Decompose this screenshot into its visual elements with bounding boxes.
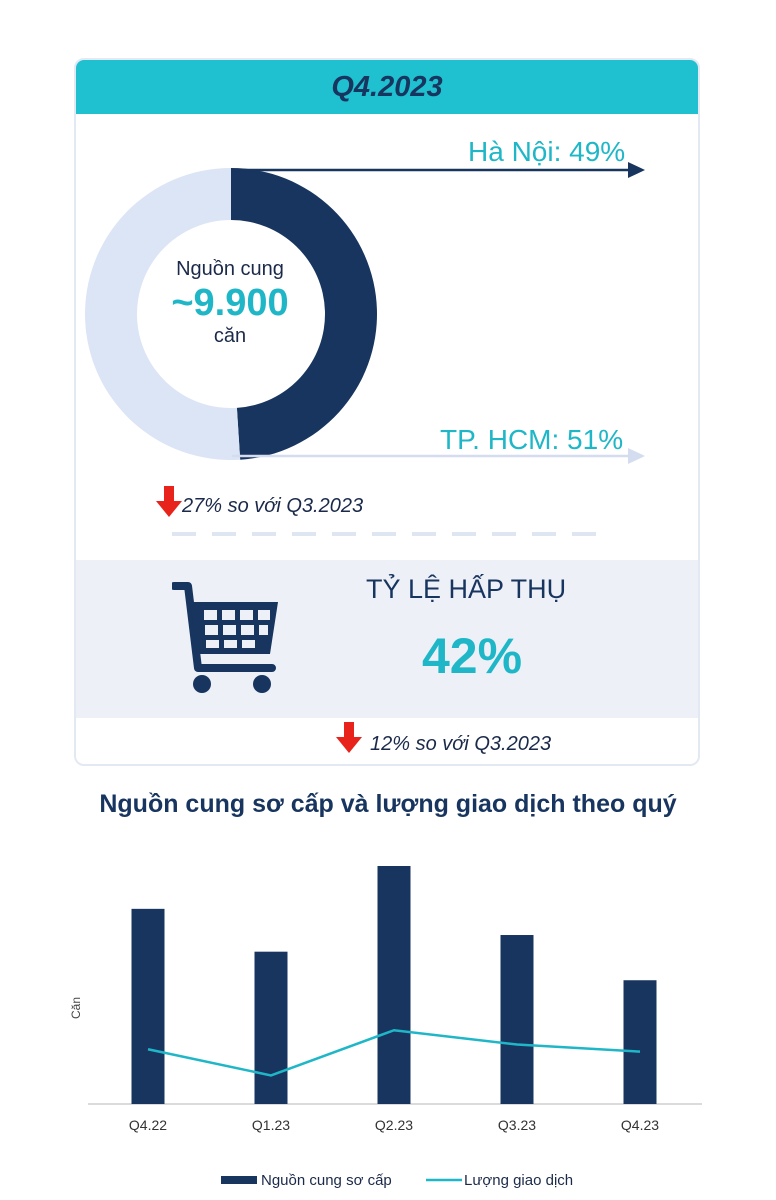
donut-slices [85,168,378,460]
supply-unit: căn [213,325,247,347]
hanoi-arrow [232,162,645,178]
x-tick-labels: Q4.22 Q1.23 Q2.23 Q3.23 Q4.23 [129,1117,659,1133]
chart-legend: Nguồn cung sơ cấp Lượng giao dịch [221,1172,573,1189]
absorption-change-text: 12% so với Q3.2023 [370,733,552,755]
bars [131,866,657,1104]
arrow-down-icon [336,722,362,753]
card-header: Q4.2023 [76,60,698,114]
summary-card: Q4.2023 Nguồn cung ~9.900 căn Hà Nội: 49… [74,58,700,766]
donut-slice-hcm [85,168,241,460]
supply-donut-chart [85,162,645,536]
x-tick-label: Q3.23 [498,1117,536,1133]
bar-Q3-23 [500,935,534,1104]
bar-Q1-23 [254,951,288,1104]
donut-slice-hanoi [231,168,378,460]
bar-Q2-23 [377,866,411,1104]
quarter-label: Q4.2023 [331,70,443,103]
legend-swatch-supply [221,1176,257,1184]
hanoi-share-label: Hà Nội: 49% [468,136,626,167]
supply-transaction-chart: Căn Q4.22 Q1.23 Q2.23 Q3.23 Q4.23 Nguồn cung… [69,866,702,1189]
supply-change-text: 27% so với Q3.2023 [182,495,364,517]
legend-label-supply: Nguồn cung sơ cấp [261,1172,392,1189]
hcm-share-label: TP. HCM: 51% [440,424,624,455]
legend-label-transactions: Lượng giao dịch [464,1172,573,1189]
donut-center-text: Nguồn cung ~9.900 căn [150,258,310,348]
supply-value: ~9.900 [171,282,289,324]
hcm-arrow [232,448,645,464]
y-axis-label: Căn [69,997,83,1019]
bar-Q4-23 [623,980,657,1104]
x-tick-label: Q2.23 [375,1117,413,1133]
absorption-title: TỶ LỆ HẤP THỤ [366,574,567,604]
transaction-line [147,1028,641,1077]
absorption-value: 42% [422,628,523,684]
supply-label: Nguồn cung [176,258,284,280]
x-tick-label: Q1.23 [252,1117,290,1133]
arrow-down-icon [156,486,182,517]
x-tick-label: Q4.23 [621,1117,659,1133]
x-tick-label: Q4.22 [129,1117,167,1133]
bar-Q4-22 [131,908,165,1104]
chart-title: Nguồn cung sơ cấp và lượng giao dịch the… [99,790,677,818]
shopping-cart-icon [172,582,278,693]
